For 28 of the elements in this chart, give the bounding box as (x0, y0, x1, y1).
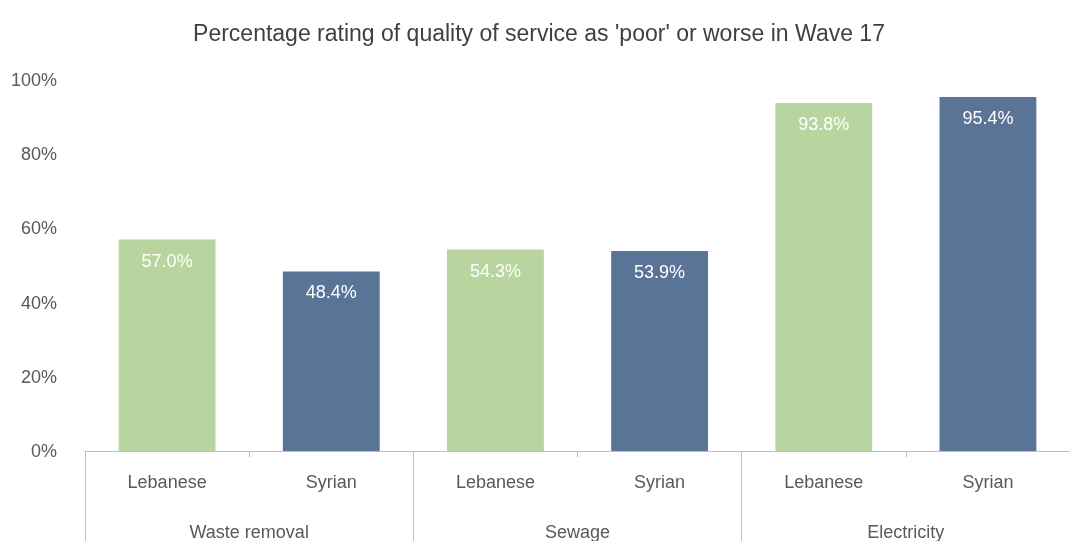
data-label: 95.4% (962, 108, 1014, 129)
y-tick-label: 100% (10, 70, 58, 90)
data-label: 93.8% (798, 114, 850, 134)
x-tick-label: Syrian (634, 472, 686, 492)
data-label: 53.9% (634, 262, 686, 283)
y-tick-label: 0% (31, 441, 58, 461)
x-tick-label: Lebanese (127, 472, 207, 492)
x-tick-label: Lebanese (455, 472, 535, 492)
bar (282, 271, 380, 451)
text: Electricity (867, 522, 945, 542)
x-tick-label: Syrian (305, 472, 357, 492)
y-tick-label: 80% (21, 144, 58, 165)
bar (939, 97, 1037, 451)
data-label: 57.0% (141, 250, 193, 271)
bar (775, 103, 873, 451)
text: Waste removal (189, 522, 309, 542)
y-tick-label: 60% (21, 218, 58, 239)
bar (118, 239, 216, 451)
x-tick-label: Lebanese (784, 472, 864, 492)
y-tick-label: 20% (21, 366, 58, 387)
x-tick-label: Syrian (962, 472, 1014, 492)
chart-title: Percentage rating of quality of service as 'poor' or worse in Wave 17 (193, 19, 885, 46)
text: Sewage (544, 522, 611, 542)
y-tick-label: 40% (21, 292, 58, 313)
bar (447, 249, 544, 451)
data-label: 48.4% (305, 282, 357, 303)
bar (611, 251, 709, 451)
data-label: 54.3% (469, 260, 521, 281)
